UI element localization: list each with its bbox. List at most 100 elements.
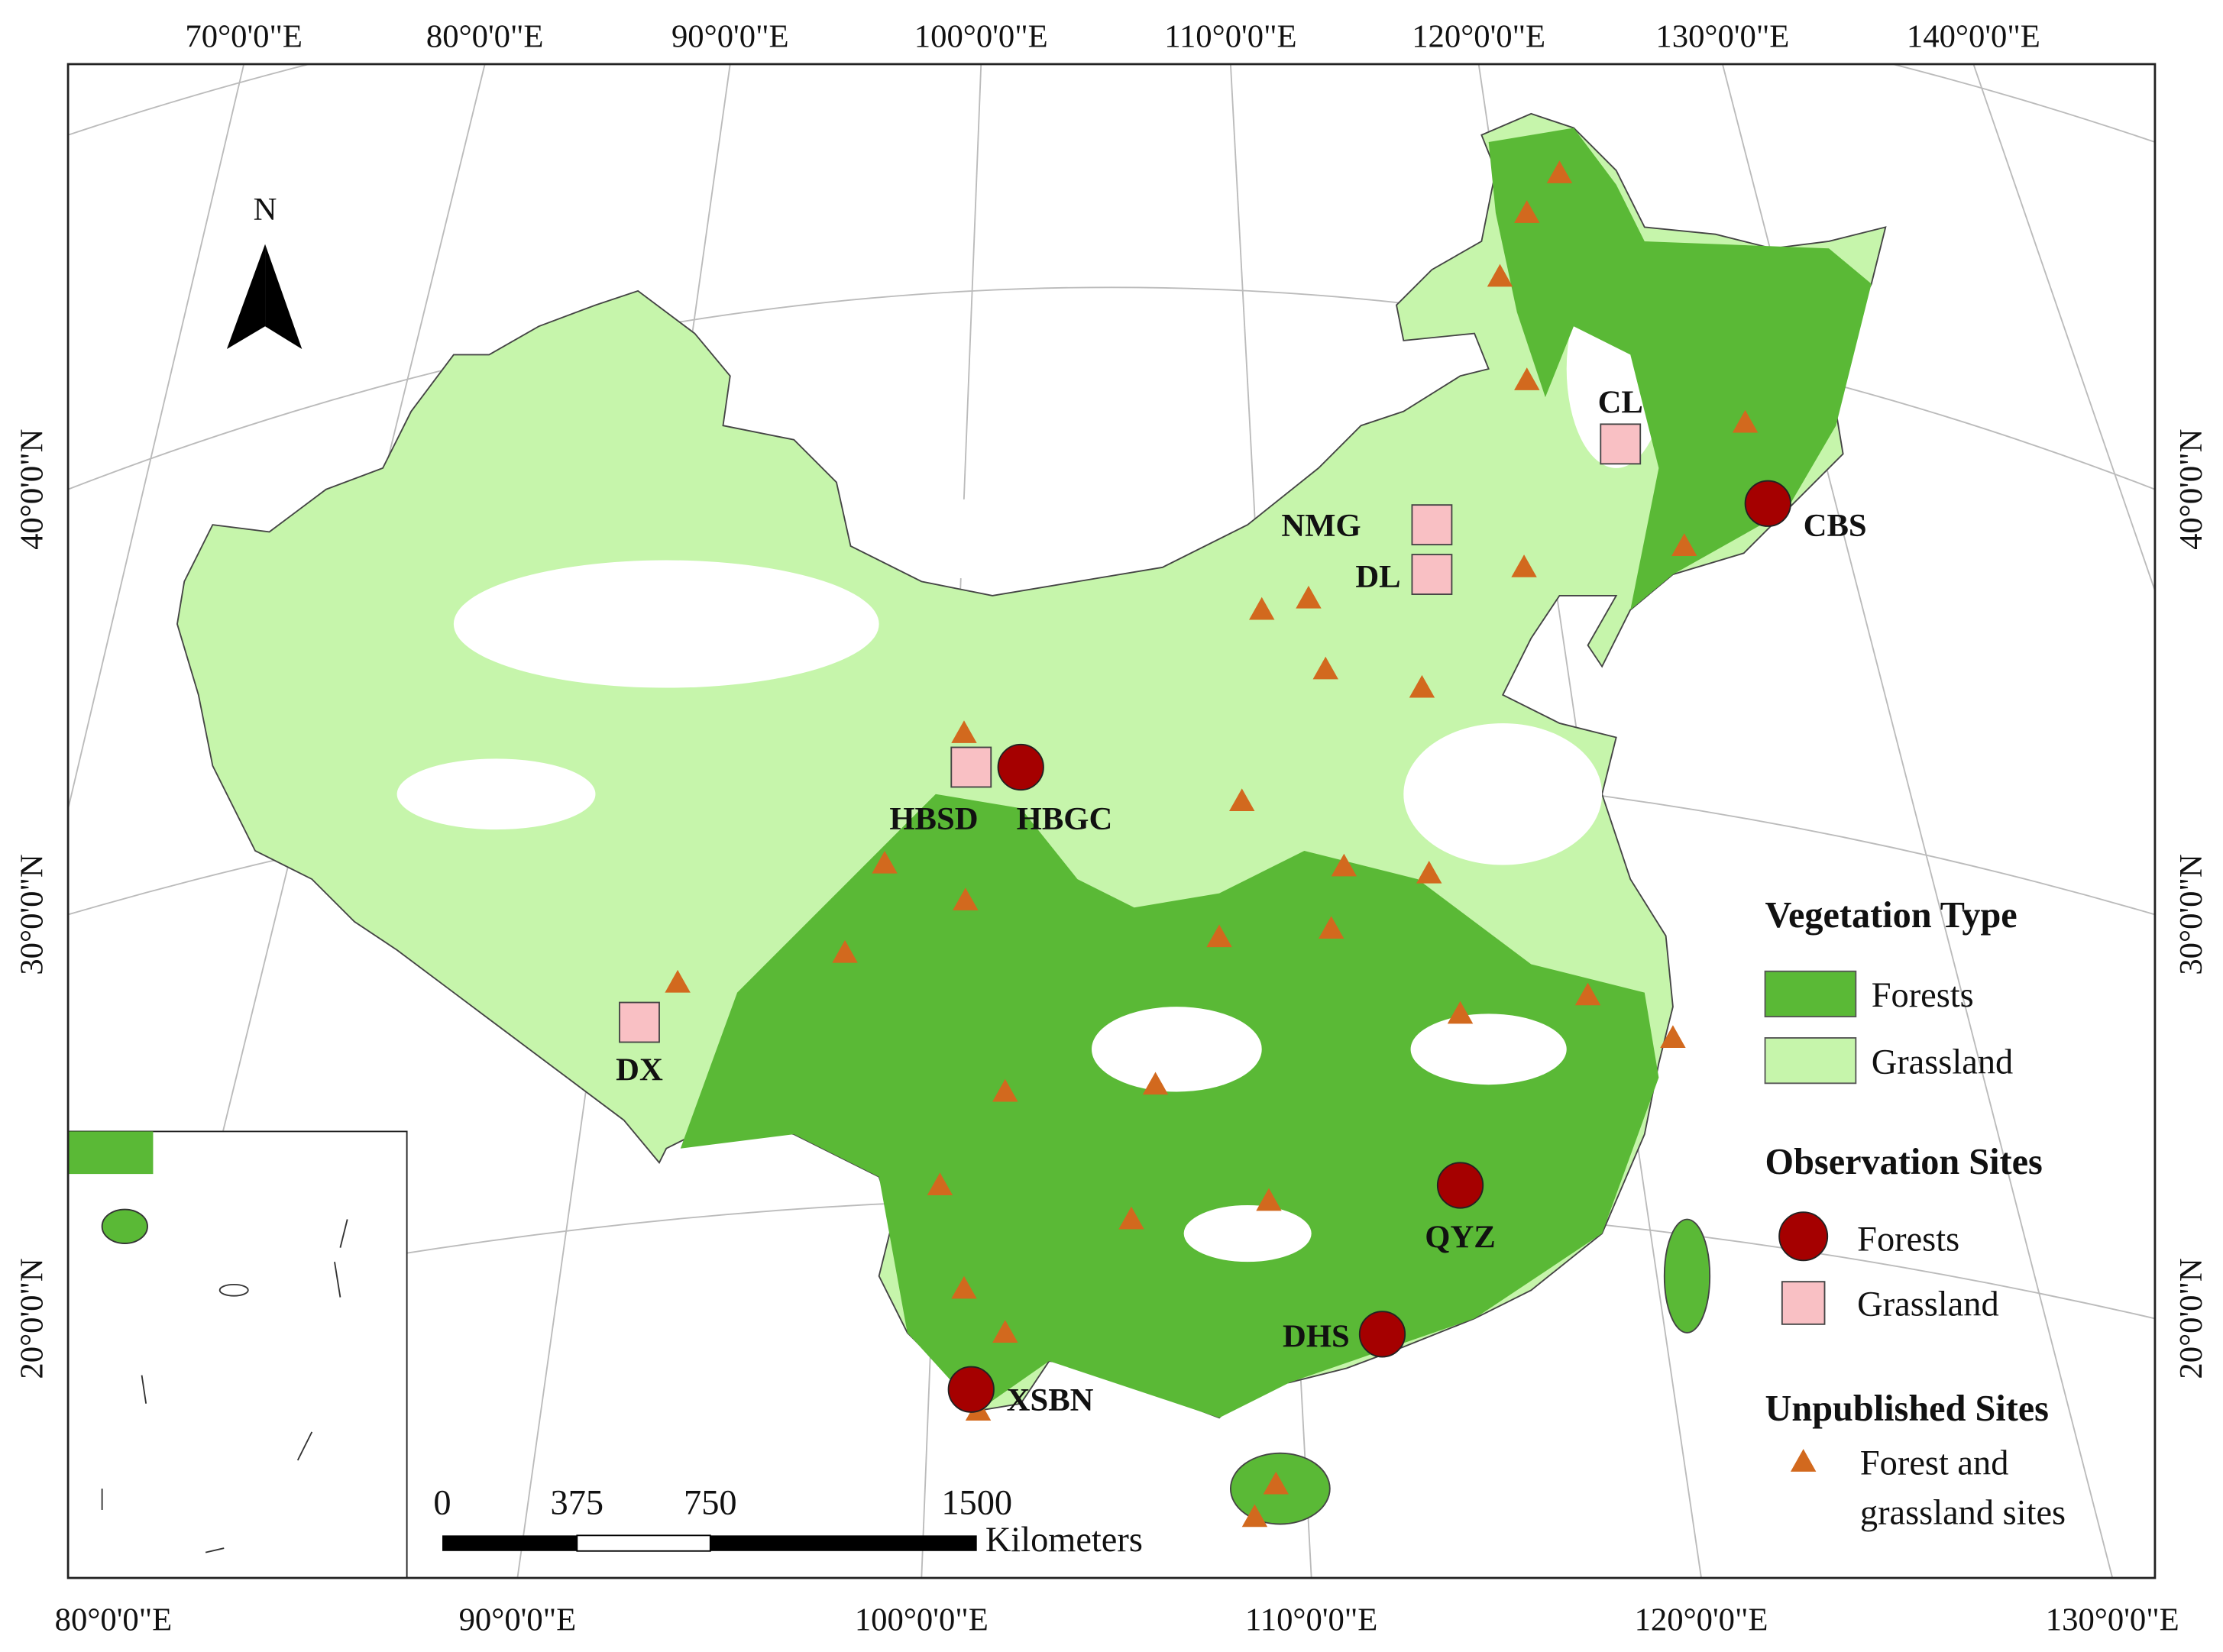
- bottom-lon-label: 80°0'0"E: [55, 1602, 173, 1638]
- non-forest: [1092, 1007, 1567, 1262]
- legend-label: Grassland: [1857, 1285, 1998, 1324]
- unpublished-site: [1514, 200, 1540, 223]
- unpublished-site: [951, 720, 977, 743]
- unpublished-site: [1447, 1001, 1474, 1024]
- legend-label: grassland sites: [1860, 1494, 2066, 1533]
- legend-title: Observation Sites: [1765, 1142, 2043, 1182]
- scale-bar: [442, 1534, 977, 1552]
- north-arrow: N: [226, 192, 303, 350]
- unpublished-site: [1487, 263, 1513, 287]
- scale-segment: [710, 1535, 977, 1551]
- legend-forest-swatch: [1764, 970, 1857, 1018]
- map-body: [68, 63, 2155, 1579]
- unpublished-site: [1142, 1072, 1169, 1095]
- forest-site: [1744, 480, 1791, 527]
- unpublished-site: [992, 1078, 1018, 1102]
- inset-islands: [68, 1131, 348, 1553]
- grassland-site: [1411, 504, 1453, 546]
- unpublished-site: [1229, 788, 1255, 812]
- site-label: DHS: [1283, 1319, 1350, 1355]
- grassland-site: [1411, 554, 1453, 595]
- forest-site: [1436, 1162, 1484, 1209]
- scale-label: 750: [684, 1484, 737, 1523]
- forest-site: [1358, 1311, 1406, 1358]
- desert: [453, 560, 879, 688]
- legend-label: Forests: [1857, 1220, 1959, 1259]
- arrow-left: [226, 244, 266, 350]
- scale-label: 375: [551, 1484, 604, 1523]
- legend-grass-site: [1781, 1281, 1826, 1325]
- plain: [1403, 723, 1603, 865]
- bottom-lon-label: 100°0'0"E: [855, 1602, 989, 1638]
- forest-site: [947, 1366, 995, 1413]
- site-label: CBS: [1804, 508, 1867, 544]
- unpublished-site: [1409, 674, 1435, 698]
- unpublished-site: [1511, 554, 1537, 577]
- top-lon-label: 90°0'0"E: [671, 19, 789, 55]
- unpublished-site: [1118, 1206, 1144, 1230]
- map-frame: [66, 63, 2157, 1579]
- unpublished-site: [665, 969, 691, 993]
- inset-boundary: [339, 1219, 348, 1248]
- grassland-site: [1600, 423, 1642, 465]
- grassland-site: [619, 1001, 660, 1043]
- inset-boundary: [141, 1375, 147, 1404]
- site-label: HBGC: [1017, 801, 1113, 837]
- site-label: DX: [616, 1052, 663, 1088]
- desert: [396, 758, 596, 830]
- legend-grass-swatch: [1764, 1037, 1857, 1085]
- left-lat-label: 20°0'0"N: [15, 1258, 50, 1379]
- site-label: DL: [1355, 559, 1400, 595]
- legend-title: Unpublished Sites: [1765, 1389, 2049, 1429]
- unpublished-site: [1241, 1504, 1268, 1528]
- taiwan: [1663, 1218, 1711, 1334]
- unpublished-site: [1331, 853, 1357, 877]
- top-lon-label: 130°0'0"E: [1655, 19, 1789, 55]
- unpublished-site: [1546, 160, 1573, 183]
- unpublished-site: [1318, 916, 1344, 939]
- inset-boundary: [296, 1431, 313, 1461]
- unpublished-site: [992, 1320, 1018, 1343]
- unpublished-site: [1416, 860, 1442, 884]
- site-label: CL: [1598, 385, 1643, 421]
- unpublished-site: [1206, 924, 1232, 948]
- meridian: [1972, 63, 2155, 593]
- inset-reef: [218, 1283, 249, 1297]
- bottom-lon-label: 90°0'0"E: [459, 1602, 577, 1638]
- top-lon-label: 80°0'0"E: [426, 19, 544, 55]
- top-lon-label: 110°0'0"E: [1164, 19, 1296, 55]
- desert: [865, 496, 1177, 582]
- left-lat-label: 40°0'0"N: [15, 429, 50, 550]
- site-label: QYZ: [1425, 1220, 1495, 1256]
- bottom-lon-label: 110°0'0"E: [1245, 1602, 1377, 1638]
- forest-site: [997, 743, 1044, 791]
- unpublished-site: [1296, 585, 1322, 609]
- unpublished-site: [1732, 409, 1759, 433]
- legend-label: Grassland: [1872, 1043, 2013, 1081]
- unpublished-site: [1249, 596, 1275, 620]
- labels: 70°0'0"E 80°0'0"E 90°0'0"E 100°0'0"E 110°0'0…: [15, 19, 2209, 1638]
- inset-boundary: [205, 1547, 225, 1553]
- inset-hainan: [101, 1208, 148, 1244]
- top-lon-label: 120°0'0"E: [1412, 19, 1545, 55]
- unpublished-site: [832, 939, 858, 963]
- scale-label: 0: [433, 1484, 451, 1523]
- top-lon-label: 140°0'0"E: [1907, 19, 2040, 55]
- legend-label: Forests: [1872, 976, 1974, 1015]
- patch: [1183, 1204, 1312, 1262]
- unpublished-site: [1671, 533, 1697, 556]
- top-lon-label: 100°0'0"E: [914, 19, 1048, 55]
- observation-sites: [619, 423, 1791, 1413]
- grassland-site: [950, 746, 992, 788]
- unpublished-site: [1514, 367, 1540, 390]
- unpublished-site: [1263, 1471, 1289, 1495]
- legend-label: Forest and: [1860, 1444, 2009, 1483]
- site-label: HBSD: [889, 801, 978, 837]
- site-label: XSBN: [1007, 1382, 1094, 1418]
- scale-segment: [442, 1535, 578, 1551]
- bottom-lon-label: 130°0'0"E: [2046, 1602, 2179, 1638]
- scale-segment: [576, 1534, 711, 1552]
- unpublished-site: [872, 850, 898, 874]
